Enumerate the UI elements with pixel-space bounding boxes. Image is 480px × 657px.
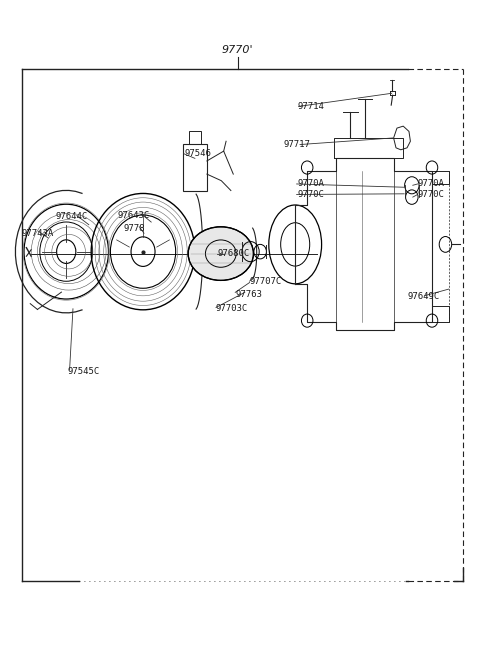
- Text: 9778: 9778: [124, 224, 145, 233]
- Ellipse shape: [188, 227, 253, 281]
- Text: 97703C: 97703C: [216, 304, 248, 313]
- Text: 97545C: 97545C: [67, 367, 99, 376]
- Text: 97743A: 97743A: [22, 229, 54, 238]
- Text: 97644C: 97644C: [55, 212, 87, 221]
- Text: 97763: 97763: [235, 290, 262, 299]
- Bar: [189, 131, 201, 144]
- Text: 9770C: 9770C: [418, 190, 444, 199]
- Bar: [183, 144, 207, 191]
- Text: 9770C: 9770C: [298, 190, 324, 199]
- Text: 97714: 97714: [298, 102, 324, 111]
- Text: 97680C: 97680C: [217, 249, 250, 258]
- Text: 97643C: 97643C: [118, 211, 150, 220]
- Text: 9770': 9770': [222, 45, 253, 55]
- Text: 97717: 97717: [283, 140, 310, 149]
- Text: 9770A: 9770A: [418, 179, 444, 189]
- Text: 97546: 97546: [185, 149, 212, 158]
- Text: 97707C: 97707C: [250, 277, 282, 286]
- Text: 97649C: 97649C: [408, 292, 440, 302]
- Text: 9770A: 9770A: [298, 179, 324, 189]
